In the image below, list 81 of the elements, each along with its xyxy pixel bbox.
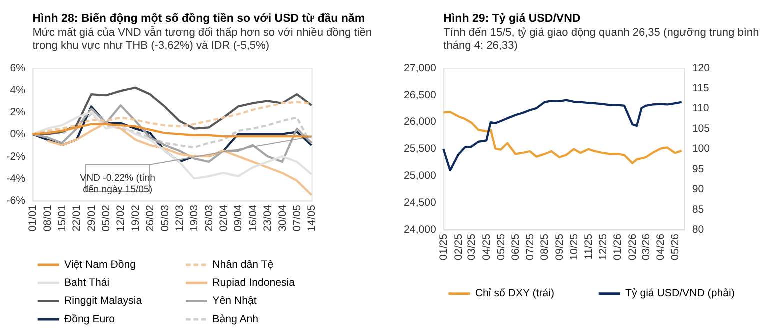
x-tick-label: 26/03 [203, 204, 216, 232]
x-tick-label: 22/01 [71, 204, 84, 232]
y-tick-label: -4% [6, 172, 26, 185]
y2-tick-label: 105 [692, 122, 710, 135]
x-tick-label: 19/02 [130, 204, 142, 232]
x-tick-label: 02/26 [627, 234, 640, 260]
x-tick-label: 05/02 [100, 204, 113, 232]
legend-label: Việt Nam Đồng [64, 258, 136, 271]
x-tick-label: 14/05 [306, 204, 318, 232]
x-tick-label: 07/05 [291, 204, 304, 232]
line-series [46, 122, 313, 196]
x-tick-label: 19/03 [188, 204, 201, 232]
legend-label: Chỉ số DXY (trái) [475, 288, 555, 300]
line-series [442, 99, 683, 172]
x-tick-label: 04/25 [480, 234, 493, 260]
y-tick-label: 2% [10, 106, 26, 119]
y-tick-label: 27,000 [404, 62, 437, 74]
y-tick-label: 24,000 [404, 224, 437, 236]
x-tick-label: 06/25 [510, 234, 522, 260]
x-tick-label: 11/25 [583, 234, 596, 260]
y-tick-label: 26,500 [404, 89, 437, 102]
chart-subtitle: Mức mất giá của VND vẫn tương đối thấp hơn so với nhiều đồng tiền trong khu vực như THB (-3,62%) và IDR (-5,5%) [32, 26, 372, 52]
x-tick-label: 10/25 [568, 234, 580, 260]
y2-tick-label: 120 [692, 62, 710, 74]
x-tick-label: 01/25 [438, 234, 450, 260]
y-tick-label: -2% [6, 150, 26, 163]
x-tick-label: 01/01 [27, 204, 40, 232]
x-tick-label: 12/02 [115, 204, 128, 232]
x-tick-label: 07/25 [524, 234, 536, 260]
line-series [32, 123, 313, 138]
y2-tick-label: 100 [692, 143, 710, 156]
y-tick-label: 26,000 [404, 116, 437, 128]
x-tick-label: 05/03 [159, 204, 172, 232]
x-tick-label: 09/25 [554, 234, 566, 260]
y2-tick-label: 110 [692, 102, 710, 115]
x-tick-label: 02/04 [218, 204, 230, 232]
y-tick-label: 25,500 [404, 143, 437, 156]
y-tick-label: 6% [10, 62, 26, 74]
x-tick-label: 03/25 [466, 234, 478, 260]
line-series [442, 111, 683, 164]
x-tick-label: 16/04 [247, 204, 260, 232]
x-tick-label: 23/04 [262, 204, 274, 232]
legend-label: Tỷ giá USD/VND (phải) [626, 288, 735, 300]
chart-subtitle: Tính đến 15/5, tỷ giá giao động quanh 26,35 (ngưỡng trung bình tháng 4: 26,33) [444, 27, 760, 52]
y2-tick-label: 115 [692, 82, 710, 95]
x-tick-label: 04/26 [655, 234, 668, 260]
x-tick-label: 05/26 [670, 234, 682, 260]
x-tick-label: 08/25 [539, 234, 552, 260]
line-series [32, 86, 313, 136]
y2-tick-label: 85 [692, 204, 704, 216]
x-tick-label: 08/01 [42, 204, 54, 232]
x-tick-label: 09/04 [232, 204, 245, 232]
annotation: VND -0.22% (tính đến ngày 15/05) [80, 173, 156, 196]
x-tick-label: 29/01 [86, 204, 98, 232]
x-tick-label: 12/03 [174, 204, 186, 232]
x-tick-label: 01/26 [612, 234, 624, 260]
x-tick-label: 30/04 [276, 204, 289, 232]
x-tick-label: 03/26 [640, 234, 652, 260]
legend-label: Nhân dân Tệ [212, 258, 274, 271]
legend-label: Ringgit Malaysia [64, 295, 142, 308]
legend-label: Bảng Anh [212, 313, 259, 326]
legend-label: Yên Nhật [212, 295, 257, 308]
x-tick-label: 15/01 [56, 204, 68, 232]
y2-tick-label: 90 [692, 184, 704, 196]
line-series [32, 101, 313, 136]
y2-tick-label: 80 [692, 224, 704, 236]
y2-tick-label: 95 [692, 163, 704, 176]
legend-label: Rupiad Indonesia [212, 276, 296, 289]
chart-title: Hình 28: Biến động một số đồng tiền so với USD từ đầu năm [32, 12, 366, 25]
x-tick-label: 02/25 [452, 234, 465, 260]
x-tick-label: 12/25 [597, 234, 610, 260]
chart-title: Hình 29: Tỷ giá USD/VND [444, 12, 581, 25]
y-tick-label: 4% [10, 84, 26, 96]
y-tick-label: 24,500 [404, 197, 437, 210]
y-tick-label: 25,000 [404, 170, 437, 182]
x-tick-label: 05/25 [495, 234, 508, 260]
y-tick-label: 0% [10, 128, 26, 141]
x-tick-label: 26/02 [144, 204, 157, 232]
legend-label: Đồng Euro [64, 313, 116, 326]
legend-label: Baht Thái [64, 276, 110, 289]
y-tick-label: -6% [6, 195, 26, 208]
